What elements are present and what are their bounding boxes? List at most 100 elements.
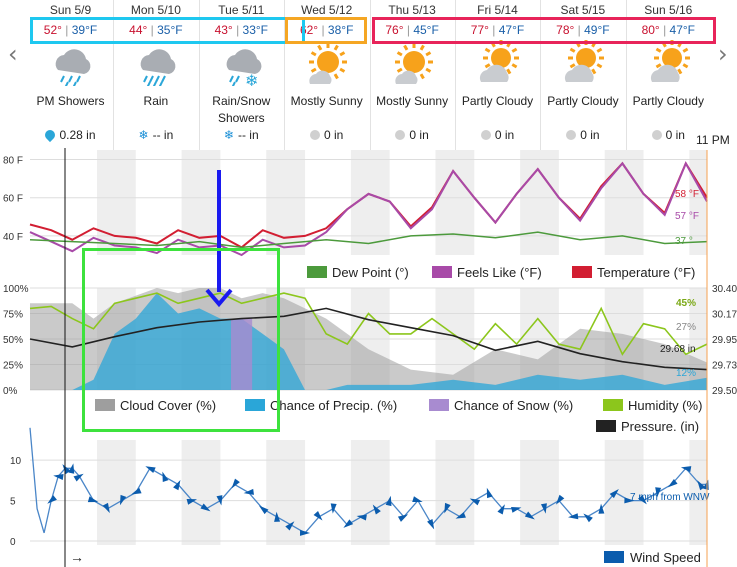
- no-precip-icon: [395, 130, 406, 140]
- night-band: [604, 288, 644, 390]
- wind-direction-arrow: [412, 496, 423, 503]
- pressure-end-label: 29.68 in: [660, 344, 696, 355]
- precip-amount: 0 in: [455, 128, 540, 142]
- day-column[interactable]: Sun 5/16 80° | 47°F Partly Cloudy 0 in: [626, 0, 711, 150]
- precip-value: 0 in: [665, 128, 685, 142]
- pressure-legend-swatch: [596, 420, 616, 432]
- wind-direction-arrow: [624, 497, 635, 504]
- wind-direction-arrow: [427, 519, 435, 530]
- day-column[interactable]: Fri 5/14 77° | 47°F Partly Cloudy 0 in: [455, 0, 540, 150]
- pressure-legend: Pressure. (in): [621, 419, 699, 434]
- wind-direction-arrow: [637, 494, 647, 505]
- precip-amount: 0 in: [284, 128, 369, 142]
- wind-direction-arrow: [231, 478, 240, 489]
- wind-direction-arrow: [87, 496, 99, 503]
- prev-arrow[interactable]: ‹: [8, 40, 18, 68]
- day-separator: [625, 0, 627, 150]
- no-precip-icon: [310, 130, 320, 140]
- precip-end-label: 12%: [676, 368, 696, 379]
- temperature-legend-swatch: [572, 266, 592, 278]
- day-name: Thu 5/13: [388, 3, 436, 17]
- low-temp: 38°F: [327, 23, 354, 37]
- night-band: [96, 440, 136, 545]
- day-separator: [540, 0, 542, 150]
- day-separator: [369, 0, 371, 150]
- wind-direction-arrow: [697, 480, 706, 491]
- humidity-legend: Humidity (%): [628, 398, 702, 413]
- day-name: Sun 5/9: [49, 3, 92, 17]
- humidity-legend-swatch: [603, 399, 623, 411]
- night-band: [266, 150, 306, 255]
- rain-icon: [133, 40, 179, 89]
- day-temps: 43° | 33°F: [214, 23, 269, 37]
- precip-value: -- in: [152, 128, 174, 142]
- partly-cloudy-icon: [475, 40, 521, 86]
- day-name: Wed 5/12: [301, 3, 353, 17]
- day-name: Sun 5/16: [644, 3, 693, 17]
- day-temps: 78° | 49°F: [556, 23, 610, 37]
- wind-direction-arrow: [598, 503, 605, 514]
- series-line-0: [29, 161, 708, 249]
- high-temp: 43°: [214, 23, 233, 37]
- y-tick-label: 60 F: [3, 194, 23, 205]
- night-band: [435, 288, 475, 390]
- day-name: Tue 5/11: [218, 3, 265, 17]
- y-tick-label: 0: [10, 537, 16, 548]
- condition: Partly Cloudy: [632, 94, 704, 108]
- night-band: [604, 440, 644, 545]
- night-band: [96, 150, 136, 255]
- day-column[interactable]: Tue 5/11 43° | 33°F ❄ Rain/Snow Showers …: [199, 0, 284, 150]
- feels-like-legend: Feels Like (°F): [457, 265, 542, 280]
- y2-tick-label: 30.17: [712, 310, 737, 321]
- dew-point-legend-swatch: [307, 266, 327, 278]
- snowflake-icon: ❄: [223, 128, 234, 142]
- night-band: [266, 440, 306, 545]
- day-separator: [455, 0, 456, 150]
- y-tick-label: 10: [10, 456, 22, 467]
- highlight-red: [372, 17, 716, 44]
- night-band: [520, 150, 559, 255]
- wind-direction-arrow: [372, 504, 381, 515]
- y2-tick-label: 30.40: [712, 284, 737, 295]
- wind-direction-arrow: [397, 514, 409, 522]
- snowflake-icon: ❄: [138, 128, 149, 142]
- condition: Rain/Snow Showers: [212, 94, 271, 125]
- day-column[interactable]: Sun 5/9 52° | 39°F PM Showers 0.28 in: [28, 0, 113, 150]
- day-temps: 76° | 45°F: [385, 23, 439, 37]
- dew-point-legend: Dew Point (°): [332, 265, 409, 280]
- highlight-green: [82, 248, 280, 432]
- next-arrow[interactable]: ›: [718, 40, 728, 68]
- day-column[interactable]: Thu 5/13 76° | 45°F Mostly Sunny 0 in: [370, 0, 455, 150]
- day-column[interactable]: Wed 5/12 62° | 38°F Mostly Sunny 0 in: [284, 0, 369, 150]
- day-column[interactable]: Sat 5/15 78° | 49°F Partly Cloudy 0 in: [540, 0, 625, 150]
- rain-snow-icon: ❄: [219, 40, 265, 90]
- condition: PM Showers: [36, 94, 105, 108]
- night-band: [181, 150, 221, 255]
- end-value-label: 37 °: [675, 236, 693, 247]
- series-line-2: [29, 231, 708, 249]
- wind-direction-arrow: [455, 512, 466, 519]
- wind-direction-arrow: [285, 521, 295, 531]
- precip-value: 0 in: [324, 128, 344, 142]
- partly-cloudy-icon: [560, 40, 606, 86]
- condition: Rain: [143, 94, 169, 108]
- y-tick-label: 80 F: [3, 156, 23, 167]
- day-separator: [113, 0, 115, 150]
- precip-amount: 0.28 in: [28, 127, 113, 143]
- sun-icon: [390, 40, 436, 86]
- partly-cloudy-icon: [646, 40, 692, 86]
- svg-text:❄: ❄: [245, 73, 258, 86]
- end-value-label: 58 °F: [675, 189, 699, 200]
- wind-direction-arrow: [274, 511, 281, 522]
- day-name: Fri 5/14: [477, 3, 518, 17]
- day-column[interactable]: Mon 5/10 44° | 35°F Rain ❄ -- in: [113, 0, 198, 150]
- precip-value: -- in: [237, 128, 259, 142]
- night-band: [689, 150, 707, 255]
- wind-direction-arrow: [53, 474, 64, 481]
- no-precip-icon: [651, 130, 662, 140]
- condition: Mostly Sunny: [290, 94, 363, 108]
- wind-direction-arrow: [469, 498, 481, 506]
- high-temp: 52°: [43, 23, 62, 37]
- humidity-end-label: 45%: [676, 298, 696, 309]
- precip-value: 0 in: [580, 128, 600, 142]
